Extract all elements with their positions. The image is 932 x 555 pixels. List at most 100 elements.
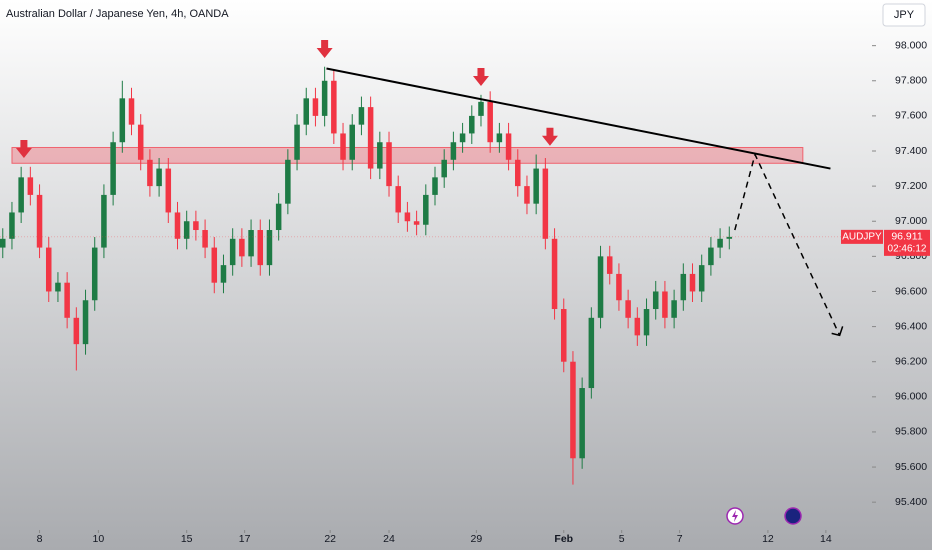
event-icon-glyph	[732, 510, 738, 522]
candle-body	[0, 238, 6, 248]
candle-body	[18, 177, 24, 213]
candle-body	[717, 238, 723, 248]
projection-path	[734, 152, 841, 336]
candle-body	[266, 230, 273, 266]
candle-body	[137, 124, 144, 160]
y-tick-label: 96.400	[895, 320, 927, 332]
candle-body	[515, 159, 521, 187]
trendline	[326, 67, 831, 170]
y-tick-label: 95.800	[895, 426, 927, 438]
candle-body	[257, 230, 264, 266]
candle-body	[542, 168, 549, 239]
candle-body	[652, 291, 659, 310]
candle-body	[726, 236, 733, 239]
candle-body	[377, 142, 383, 169]
candle-body	[570, 361, 576, 459]
candle-body	[340, 133, 346, 160]
candle-body	[285, 159, 291, 204]
candle-body	[478, 101, 484, 116]
candle-body	[202, 230, 208, 248]
candle-body	[597, 256, 604, 318]
flag-icon[interactable]	[784, 507, 802, 525]
y-tick-label: 97.200	[895, 180, 927, 192]
resistance-zone	[11, 146, 804, 164]
candle-body	[671, 300, 677, 318]
candle-body	[560, 309, 567, 362]
y-tick-label: 96.200	[895, 355, 927, 367]
candle-body	[496, 133, 503, 143]
down-arrow	[15, 140, 32, 159]
x-tick-label: 22	[324, 533, 336, 545]
candle-body	[248, 230, 254, 257]
candle-body	[404, 212, 411, 222]
candle-body	[331, 80, 337, 134]
plot	[0, 39, 870, 485]
candle-body	[119, 98, 126, 143]
candle-body	[450, 142, 457, 160]
candle-body	[524, 186, 530, 204]
y-tick-label: 97.600	[895, 110, 927, 122]
price-tag	[884, 229, 930, 256]
candle-body	[294, 124, 300, 160]
currency-button[interactable]	[882, 3, 926, 27]
candle-body	[395, 186, 401, 213]
candle-body	[413, 221, 420, 225]
candle-body	[505, 133, 512, 160]
candle-body	[441, 159, 447, 178]
y-tick-label: 98.000	[895, 39, 927, 51]
event-icons	[726, 507, 802, 525]
candle-body	[36, 194, 43, 248]
down-arrow	[541, 127, 558, 146]
y-tick-label: 95.400	[895, 496, 927, 508]
candle-body	[193, 221, 199, 231]
y-tick-label: 97.400	[895, 145, 927, 157]
y-tick-label: 95.600	[895, 461, 927, 473]
x-tick-label: 5	[619, 533, 625, 545]
candle-body	[579, 388, 585, 459]
candle-body	[45, 247, 52, 292]
candle-body	[606, 256, 613, 274]
candle-body	[64, 282, 70, 318]
y-tick-label: 97.000	[895, 215, 927, 227]
candle-body	[165, 168, 172, 213]
candle-body	[349, 124, 355, 160]
candle-body	[487, 101, 493, 143]
candle-body	[275, 203, 282, 231]
candle-body	[459, 133, 466, 143]
currency-button-label[interactable]: JPY	[894, 9, 915, 21]
candle-body	[82, 300, 89, 345]
candle-body	[312, 98, 319, 116]
candle-body	[55, 282, 61, 292]
candle-body	[303, 98, 310, 125]
y-tick-label: 96.600	[895, 285, 927, 297]
candle-body	[358, 107, 365, 125]
y-tick-label: 96.000	[895, 391, 927, 403]
candle-body	[616, 273, 622, 301]
x-tick-label: 24	[383, 533, 395, 545]
candle-body	[367, 107, 374, 169]
candle-body	[174, 212, 181, 239]
x-tick-label: 15	[181, 533, 193, 545]
countdown-label: 02:46:12	[888, 244, 927, 255]
x-tick-label: 14	[820, 533, 832, 545]
x-tick-label: 7	[677, 533, 683, 545]
symbol-tag	[841, 229, 883, 244]
candle-body	[220, 265, 227, 283]
candle-body	[662, 291, 668, 318]
candle-body	[147, 159, 153, 187]
y-tick-label: 97.800	[895, 75, 927, 87]
candle-body	[73, 317, 80, 345]
candle-body	[625, 300, 631, 318]
candle-body	[156, 168, 162, 187]
candle-body	[211, 247, 218, 283]
candle-body	[551, 238, 558, 310]
x-tick-label: 12	[762, 533, 774, 545]
symbol-tag-label: AUDJPY	[842, 232, 882, 243]
candle-body	[680, 273, 687, 301]
x-tick-label: 29	[471, 533, 483, 545]
candle-body	[469, 115, 475, 134]
candle-body	[708, 247, 714, 266]
candle-body	[91, 247, 98, 301]
